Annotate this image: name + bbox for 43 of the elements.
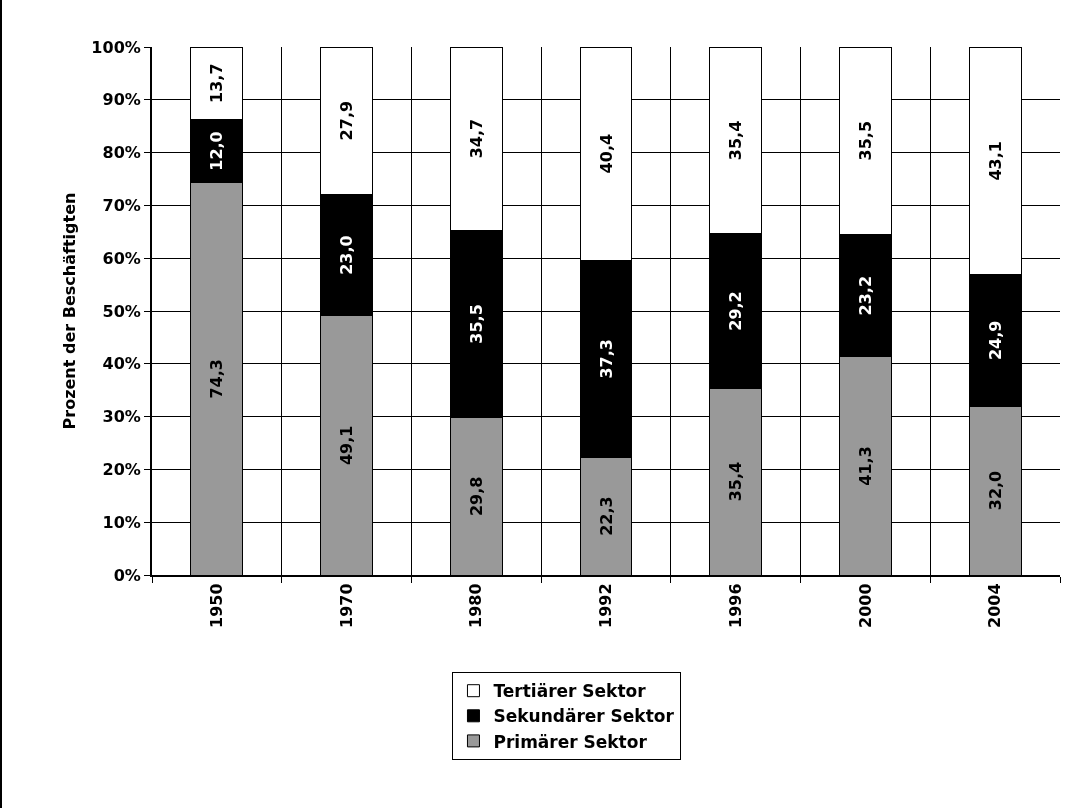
y-tick-label: 50%: [102, 301, 141, 321]
data-label: 41,3: [855, 446, 875, 486]
data-label: 35,4: [726, 120, 746, 161]
data-label: 32,0: [985, 470, 1005, 511]
data-label: 35,5: [466, 304, 486, 344]
data-label: 27,9: [337, 100, 357, 141]
y-axis-title: Prozent der Beschäftigten: [59, 192, 79, 430]
x-tick-label: 1992: [596, 583, 616, 628]
x-tick-label: 1970: [336, 583, 356, 628]
data-label: 43,1: [985, 141, 1005, 181]
data-label: 34,7: [466, 118, 486, 159]
y-tick-label: 30%: [102, 407, 141, 427]
data-label: 35,4: [726, 461, 746, 502]
x-tick-label: 2004: [985, 583, 1005, 628]
y-tick-label: 20%: [102, 460, 141, 479]
data-label: 74,3: [207, 359, 227, 399]
data-label: 24,9: [985, 320, 1005, 361]
data-label: 13,7: [207, 63, 227, 103]
legend-label: Sekundärer Sektor: [493, 706, 675, 727]
x-tick-label: 1980: [466, 583, 486, 628]
data-label: 23,2: [855, 275, 875, 316]
data-label: 35,5: [855, 120, 875, 161]
data-label: 29,2: [726, 291, 746, 331]
x-tick-label: 1950: [207, 583, 227, 628]
x-tick-label: 2000: [855, 583, 875, 628]
data-label: 37,3: [596, 339, 616, 379]
data-label: 23,0: [337, 235, 357, 275]
y-tick-label: 60%: [102, 248, 141, 268]
legend-label: Primärer Sektor: [493, 731, 648, 752]
x-tick-label: 1996: [725, 583, 745, 628]
y-tick-label: 40%: [102, 354, 141, 374]
y-tick-label: 100%: [91, 37, 141, 57]
y-tick-label: 0%: [113, 565, 141, 585]
y-tick-label: 10%: [102, 512, 141, 532]
data-label: 29,8: [466, 476, 486, 517]
data-label: 49,1: [337, 425, 357, 466]
y-tick-label: 80%: [102, 143, 141, 163]
y-tick-label: 70%: [102, 196, 141, 215]
data-label: 40,4: [596, 133, 616, 174]
data-label: 22,3: [596, 496, 616, 536]
legend-label: Tertiärer Sektor: [493, 681, 647, 702]
data-label: 12,0: [207, 131, 227, 171]
y-tick-label: 90%: [102, 90, 141, 110]
